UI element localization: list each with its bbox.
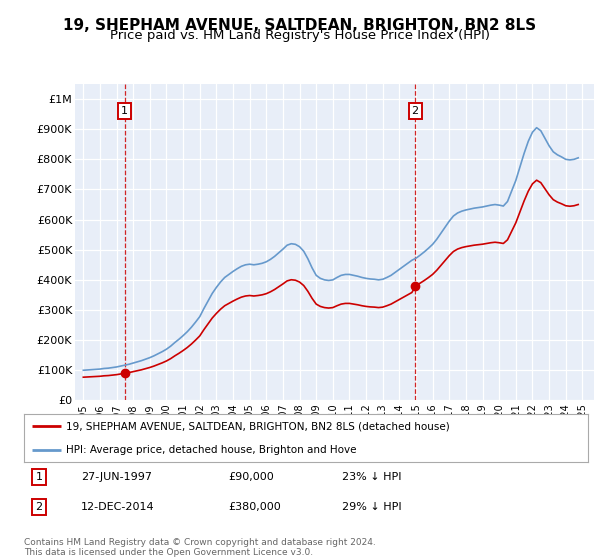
- Text: £90,000: £90,000: [228, 472, 274, 482]
- Text: 19, SHEPHAM AVENUE, SALTDEAN, BRIGHTON, BN2 8LS (detached house): 19, SHEPHAM AVENUE, SALTDEAN, BRIGHTON, …: [66, 421, 450, 431]
- Text: 19, SHEPHAM AVENUE, SALTDEAN, BRIGHTON, BN2 8LS: 19, SHEPHAM AVENUE, SALTDEAN, BRIGHTON, …: [64, 18, 536, 33]
- Text: HPI: Average price, detached house, Brighton and Hove: HPI: Average price, detached house, Brig…: [66, 445, 357, 455]
- Text: 1: 1: [35, 472, 43, 482]
- Text: 23% ↓ HPI: 23% ↓ HPI: [342, 472, 401, 482]
- Text: 12-DEC-2014: 12-DEC-2014: [81, 502, 155, 512]
- Text: Contains HM Land Registry data © Crown copyright and database right 2024.
This d: Contains HM Land Registry data © Crown c…: [24, 538, 376, 557]
- Text: 2: 2: [412, 106, 419, 116]
- Text: 29% ↓ HPI: 29% ↓ HPI: [342, 502, 401, 512]
- Text: 1: 1: [121, 106, 128, 116]
- Text: 2: 2: [35, 502, 43, 512]
- Text: 27-JUN-1997: 27-JUN-1997: [81, 472, 152, 482]
- Text: £380,000: £380,000: [228, 502, 281, 512]
- Text: Price paid vs. HM Land Registry's House Price Index (HPI): Price paid vs. HM Land Registry's House …: [110, 29, 490, 42]
